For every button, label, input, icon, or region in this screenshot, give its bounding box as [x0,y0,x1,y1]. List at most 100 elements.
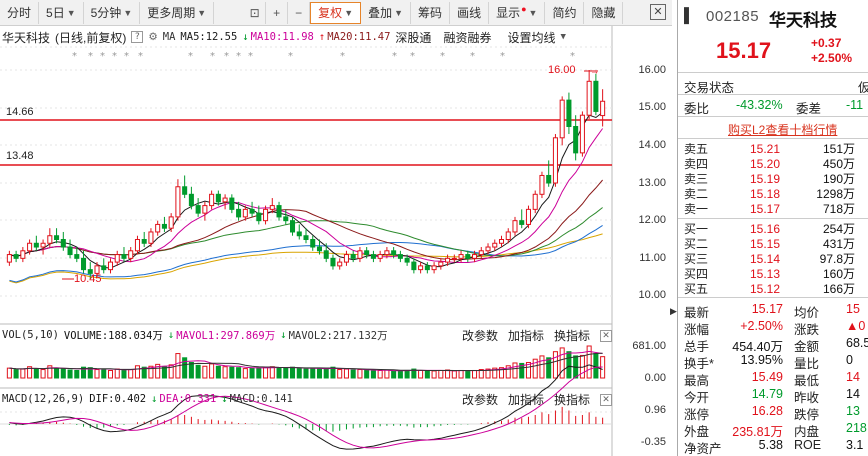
stat-value: 3.1 [846,438,864,452]
volume-bar [87,367,93,379]
event-marker-icon: * [100,51,105,62]
volume-bar [13,369,19,379]
chevron-down-icon: ▼ [344,7,354,18]
volume-bar [438,369,444,379]
last-price: 15.17 [716,38,772,63]
arrow-down-icon: ↓ [221,393,228,405]
volume-bar [451,370,457,379]
bid-label: 买三 [684,252,709,266]
volume-bar [161,366,167,379]
buy-l2-link[interactable]: 购买L2查看十档行情 [728,123,838,137]
stat-value: ▲0 [846,319,866,333]
wei-cha-label: 委差 [796,102,822,116]
stat-value: 16.28 [751,404,783,418]
gear-icon[interactable]: ⚙ [148,31,158,43]
stat-label: 内盘 [794,425,820,439]
bid-price: 15.14 [750,252,781,266]
stock-code: 002185 [706,8,760,25]
price-axis-tick: 12.00 [638,214,666,226]
stat-value: 5.38 [758,438,783,452]
stat-label: 净资产 [684,442,722,456]
vol-edit-params-button[interactable]: 改参数 [462,329,499,343]
minus-icon[interactable]: − [288,1,311,24]
close-icon[interactable]: ✕ [650,4,666,20]
ma-settings-button[interactable]: 设置均线 [507,30,556,45]
hide-button[interactable]: 隐藏 [584,1,624,24]
margin-trading-link[interactable]: 融资融券 [443,30,492,45]
event-marker-icon: * [470,51,475,62]
menu-icon[interactable]: ▌ [684,7,694,23]
divider [678,116,868,117]
candle-body [404,257,410,263]
arrow-right-icon: → [590,66,599,76]
macd-add-indicator-button[interactable]: 加指标 [508,393,545,407]
legend-period: (日线,前复权) [55,30,127,45]
hk-connect-link[interactable]: 深股通 [395,30,432,45]
volume-bar [229,366,235,379]
candle-body [512,220,518,233]
volume-bar [236,367,242,379]
volume-bar [209,363,215,379]
stat-row: 涨幅 +2.50% 涨跌 ▲0 [678,319,868,337]
bid-volume: 431万 [822,237,855,251]
tab-5day[interactable]: 5日 ▼ [39,1,84,24]
candle-body [579,114,585,154]
stat-value: 13 [846,404,860,418]
chips-button[interactable]: 筹码 [411,1,451,24]
vol-axis-tick: 681.00 [632,340,666,352]
overlay-button[interactable]: 叠加 ▼ [361,1,412,24]
volume-bar [202,365,208,379]
volume-bar [195,364,201,379]
volume-bar [303,368,309,379]
candle-body [242,208,248,218]
stat-row: 最高 15.49 最低 14 [678,370,868,388]
question-icon[interactable]: ? [131,31,144,43]
close-icon[interactable]: ✕ [600,393,613,406]
candle-body [364,250,370,256]
event-marker-icon: * [112,51,117,62]
plus-icon[interactable]: + [266,1,289,24]
candle-body [121,254,127,259]
draw-line-button[interactable]: 画线 [450,1,490,24]
close-icon[interactable]: ✕ [600,329,613,342]
simple-button[interactable]: 简约 [545,1,585,24]
event-marker-icon: * [124,51,129,62]
hline-label-2: 13.48 [6,150,34,162]
vol-switch-indicator-button[interactable]: 换指标 [554,329,591,343]
price-axis-tick: 15.00 [638,101,666,113]
tab-5day-label: 5日 [46,6,65,20]
ma5-value: MA5:12.55 [180,31,238,43]
candle-body [573,126,579,154]
event-marker-icon: * [570,51,575,62]
volume-bar [586,345,592,379]
stat-label: 涨停 [684,408,710,422]
ma120-line [9,233,603,284]
lock-icon[interactable]: ⊡ [244,1,267,24]
candle-body [418,265,424,271]
display-button[interactable]: 显示 ● ▼ [489,1,546,24]
candle-body [269,205,275,210]
volume-bar [114,368,120,379]
trade-status-label: 交易状态 [684,81,735,95]
event-marker-icon: * [224,51,229,62]
tab-5min[interactable]: 5分钟 ▼ [84,1,141,24]
candle-body [546,174,552,184]
volume-bar [27,366,33,379]
volume-bar [54,367,60,379]
volume-bar [485,368,491,379]
volume-bar [128,369,134,379]
tab-intraday[interactable]: 分时 [0,1,40,24]
ask-volume: 190万 [822,172,855,186]
collapse-panel-icon[interactable]: ▶ [670,306,677,316]
tab-more-periods[interactable]: 更多周期 ▼ [140,1,215,24]
macd-switch-indicator-button[interactable]: 换指标 [554,393,591,407]
candle-body [445,257,451,263]
macd-edit-params-button[interactable]: 改参数 [462,393,499,407]
vol-add-indicator-button[interactable]: 加指标 [508,329,545,343]
ma-label: MA [162,31,176,43]
adjust-button[interactable]: 复权 ▼ [310,1,362,24]
kline-chart[interactable]: * * * * * * * * * * * * * * * * * * * → [0,0,672,456]
candle-body [492,242,498,248]
stat-label: 昨收 [794,391,820,405]
ask-price: 15.20 [750,157,781,171]
